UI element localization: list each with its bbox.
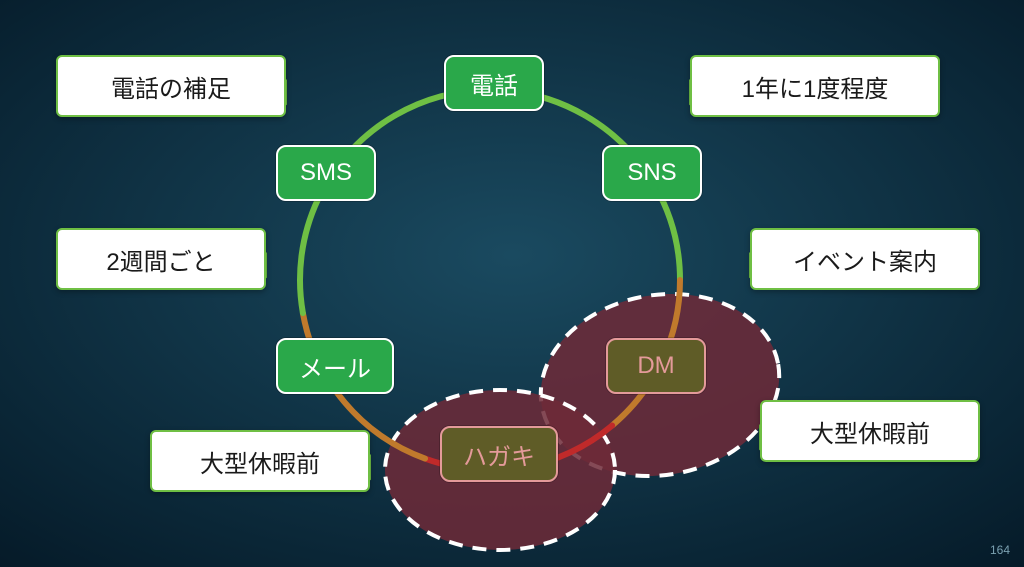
callout-label: イベント案内: [793, 242, 937, 277]
node-label: SMS: [300, 159, 352, 187]
node-label: DM: [637, 352, 674, 380]
node-dm: DM: [606, 338, 706, 394]
node-mail: メール: [276, 338, 394, 394]
node-hagaki: ハガキ: [440, 426, 558, 482]
node-label: SNS: [627, 159, 676, 187]
callout-label: 1年に1度程度: [742, 69, 889, 104]
node-sms: SMS: [276, 145, 376, 201]
callout-holiday-l: 大型休暇前: [150, 430, 370, 492]
node-label: メール: [299, 349, 371, 384]
page-number: 164: [990, 543, 1010, 557]
callout-label: 電話の補足: [111, 69, 231, 104]
node-label: ハガキ: [463, 437, 535, 472]
callout-holiday-r: 大型休暇前: [760, 400, 980, 462]
callout-phone-note: 電話の補足: [56, 55, 286, 117]
diagram-stage: 電話 SNS DM ハガキ メール SMS 電話の補足 1年に1度程度 2週間ご…: [0, 0, 1024, 567]
callout-event: イベント案内: [750, 228, 980, 290]
callout-biweekly: 2週間ごと: [56, 228, 266, 290]
callout-label: 大型休暇前: [810, 414, 930, 449]
node-sns: SNS: [602, 145, 702, 201]
callout-label: 大型休暇前: [200, 444, 320, 479]
node-label: 電話: [470, 66, 518, 101]
callout-yearly: 1年に1度程度: [690, 55, 940, 117]
callout-label: 2週間ごと: [106, 242, 215, 277]
node-phone: 電話: [444, 55, 544, 111]
